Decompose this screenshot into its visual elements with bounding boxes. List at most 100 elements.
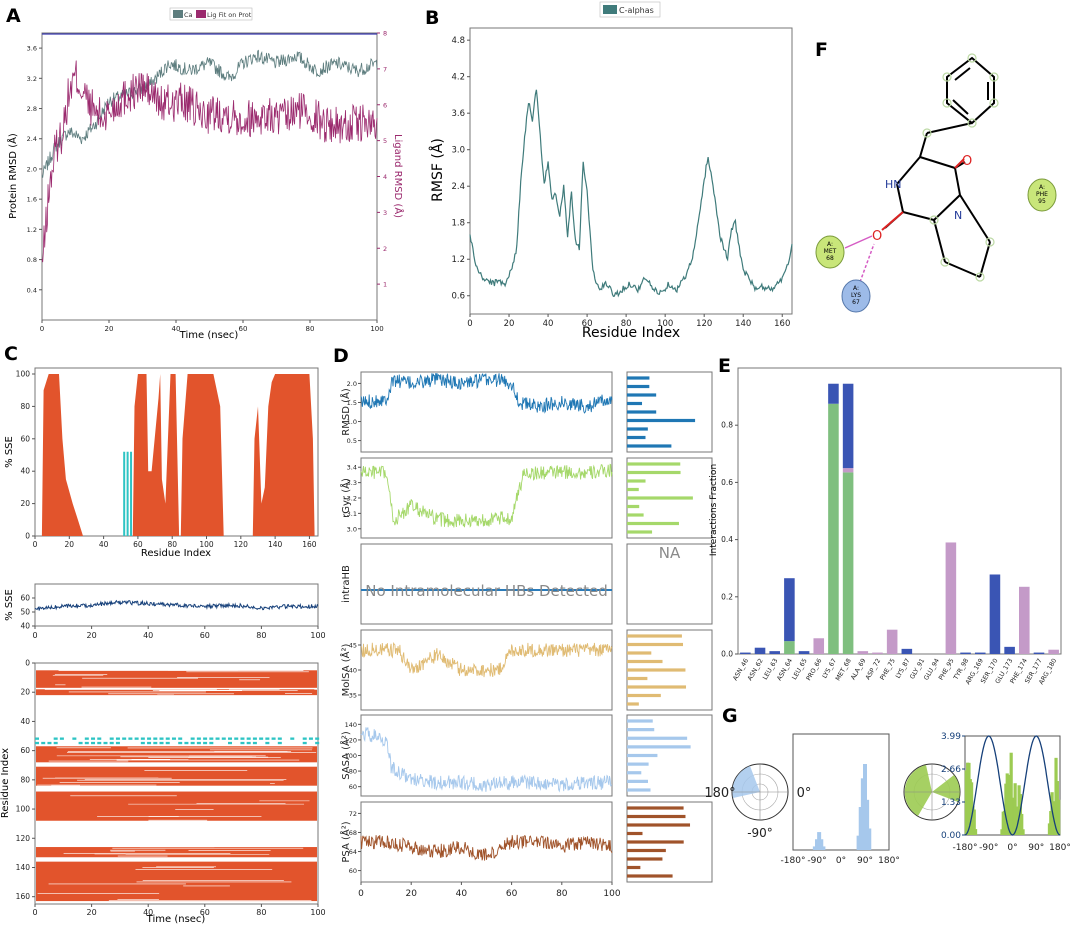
- panel-c3-frame: [34, 662, 319, 905]
- exposure-dot: [940, 257, 950, 267]
- b-ytick-label: 3.0: [451, 146, 465, 156]
- c2-xtick-label: 0: [32, 631, 37, 640]
- g-green-profile-ytick-label: 1.33: [941, 798, 961, 808]
- c3-xtick-label: 20: [87, 908, 97, 917]
- d-series-line: [360, 463, 613, 528]
- residue-met68-chain: A:: [827, 241, 833, 248]
- e-bar-water_bridge: [872, 652, 883, 654]
- panel-letter-a: A: [6, 5, 21, 27]
- c3-strand-seg: [203, 737, 208, 740]
- c3-strand-seg: [215, 737, 220, 740]
- g-green-profile-bar: [1009, 752, 1013, 835]
- c3-strand-seg: [35, 737, 39, 740]
- solvent-exposure-dots: [922, 53, 999, 282]
- g-green-profile-bar: [1006, 774, 1011, 835]
- b-xtick-label: 80: [621, 319, 632, 329]
- d-ytick-label: 68: [349, 829, 357, 837]
- d-xtick-label: 100: [603, 889, 620, 899]
- c3-strand-seg: [240, 741, 245, 745]
- g-blue-hist-xtick: 0°: [836, 856, 846, 866]
- bond-3: [919, 156, 956, 169]
- exposure-dot: [989, 72, 999, 82]
- d-ytick-label: 64: [349, 848, 357, 856]
- e-bar-hydrophobic: [842, 472, 854, 654]
- c3-helix-band: [36, 791, 317, 821]
- d-hist-bar: [627, 702, 639, 706]
- d-ytick-label: 3.1: [347, 510, 357, 518]
- benzene-inner-bond-1: [954, 67, 971, 81]
- c3-strand-seg: [265, 737, 270, 740]
- c3-strand-seg: [277, 741, 282, 745]
- c3-strand-seg: [265, 741, 270, 745]
- c3-strand-seg: [178, 737, 183, 740]
- c1-ytick-label: 0: [25, 532, 30, 541]
- c3-xtick-label: 80: [256, 908, 266, 917]
- c3-ytick-label: 120: [16, 834, 31, 843]
- g-blue-hist-bar: [815, 839, 819, 850]
- b-xtick-label: 120: [696, 319, 712, 329]
- residue-phe95-number: 95: [1038, 198, 1046, 205]
- c3-strand-seg: [165, 737, 170, 740]
- e-bar-water_bridge: [886, 629, 898, 654]
- bond-11: [933, 219, 946, 263]
- e-ytick-label: 0.4: [721, 535, 733, 544]
- c2-xtick-label: 20: [87, 631, 97, 640]
- c3-strand-seg: [91, 737, 96, 740]
- d-hist-bar: [627, 668, 686, 672]
- c1-xtick-label: 60: [133, 540, 143, 549]
- d-hist-bar: [627, 736, 688, 740]
- d-hist-bar: [627, 435, 646, 440]
- exposure-dot: [967, 118, 977, 128]
- a-xtick-label: 0: [40, 325, 44, 333]
- d-ytick-label: 0.5: [347, 437, 357, 445]
- panel-a-ylabel: Protein RMSD (Å): [6, 133, 19, 219]
- c3-strand-seg: [277, 737, 282, 740]
- a-xtick-label: 80: [306, 325, 315, 333]
- d-hist-bar: [627, 848, 666, 853]
- residue-phe95-disc: [1027, 178, 1057, 212]
- d-hist-bar: [627, 487, 639, 492]
- g-green-radial-wedge: [932, 775, 960, 802]
- legend-swatch-ca: [173, 10, 183, 18]
- c3-strand-seg: [234, 737, 239, 740]
- c3-strand-seg: [103, 741, 108, 745]
- a-ytick-label: 2.8: [27, 105, 37, 113]
- g-blue-hist-xtick: -180°: [781, 856, 806, 866]
- c2-ytick-label: 60: [20, 594, 30, 603]
- e-bar-hbond: [842, 383, 854, 469]
- c3-strand-seg: [78, 741, 83, 745]
- c3-ytick-label: 20: [20, 688, 30, 697]
- panel-c2-plot: 0 20 40 60 80 100 40 50 60: [20, 594, 325, 641]
- e-bar-hydrophobic: [828, 403, 839, 654]
- c2-ytick-label: 40: [20, 622, 30, 631]
- c3-strand-seg: [228, 741, 233, 745]
- c3-strand-seg: [140, 737, 145, 740]
- d-row-label: MolSA (Å²): [339, 644, 352, 697]
- e-ytick-label: 0.8: [721, 421, 733, 430]
- panel-e-plot: 0.00.20.40.60.8ASN_46ASN_62LEU_63ASN_64L…: [721, 383, 1059, 686]
- d-ytick-label: 100: [345, 752, 357, 760]
- legend-swatch-calpha: [603, 5, 617, 14]
- d-hist-bar: [627, 659, 663, 664]
- d-hist-bar: [627, 634, 682, 638]
- c3-strand-seg: [246, 741, 251, 745]
- d-ytick-label: 140: [345, 721, 357, 729]
- panel-c3-ylabel: Residue Index: [0, 748, 11, 818]
- c3-strand-seg: [122, 737, 127, 740]
- g-green-profile-bar: [973, 829, 978, 835]
- g-green-profile-bar: [972, 809, 976, 835]
- d-hist-bar: [627, 693, 661, 698]
- a-xtick-label: 100: [370, 325, 383, 333]
- panel-c2-ylabel: % SSE: [4, 589, 15, 621]
- d-ytick-label: 40: [349, 667, 357, 675]
- d-hist-bar: [627, 831, 643, 836]
- c3-ytick-label: 80: [20, 775, 30, 784]
- e-bar-hbond: [740, 652, 751, 654]
- c3-strand-seg: [196, 737, 201, 740]
- d-xtick-label: 40: [456, 889, 468, 899]
- e-bar-water_bridge: [945, 542, 957, 654]
- d-hist-bar: [627, 840, 684, 844]
- panel-a: 0 20 40 60 80 100 0.4 0.8 1.2 1.6 2.0 2.4 2.8 3.2 3.6 1…: [6, 7, 405, 341]
- panel-e: 0.00.20.40.60.8ASN_46ASN_62LEU_63ASN_64L…: [709, 367, 1062, 686]
